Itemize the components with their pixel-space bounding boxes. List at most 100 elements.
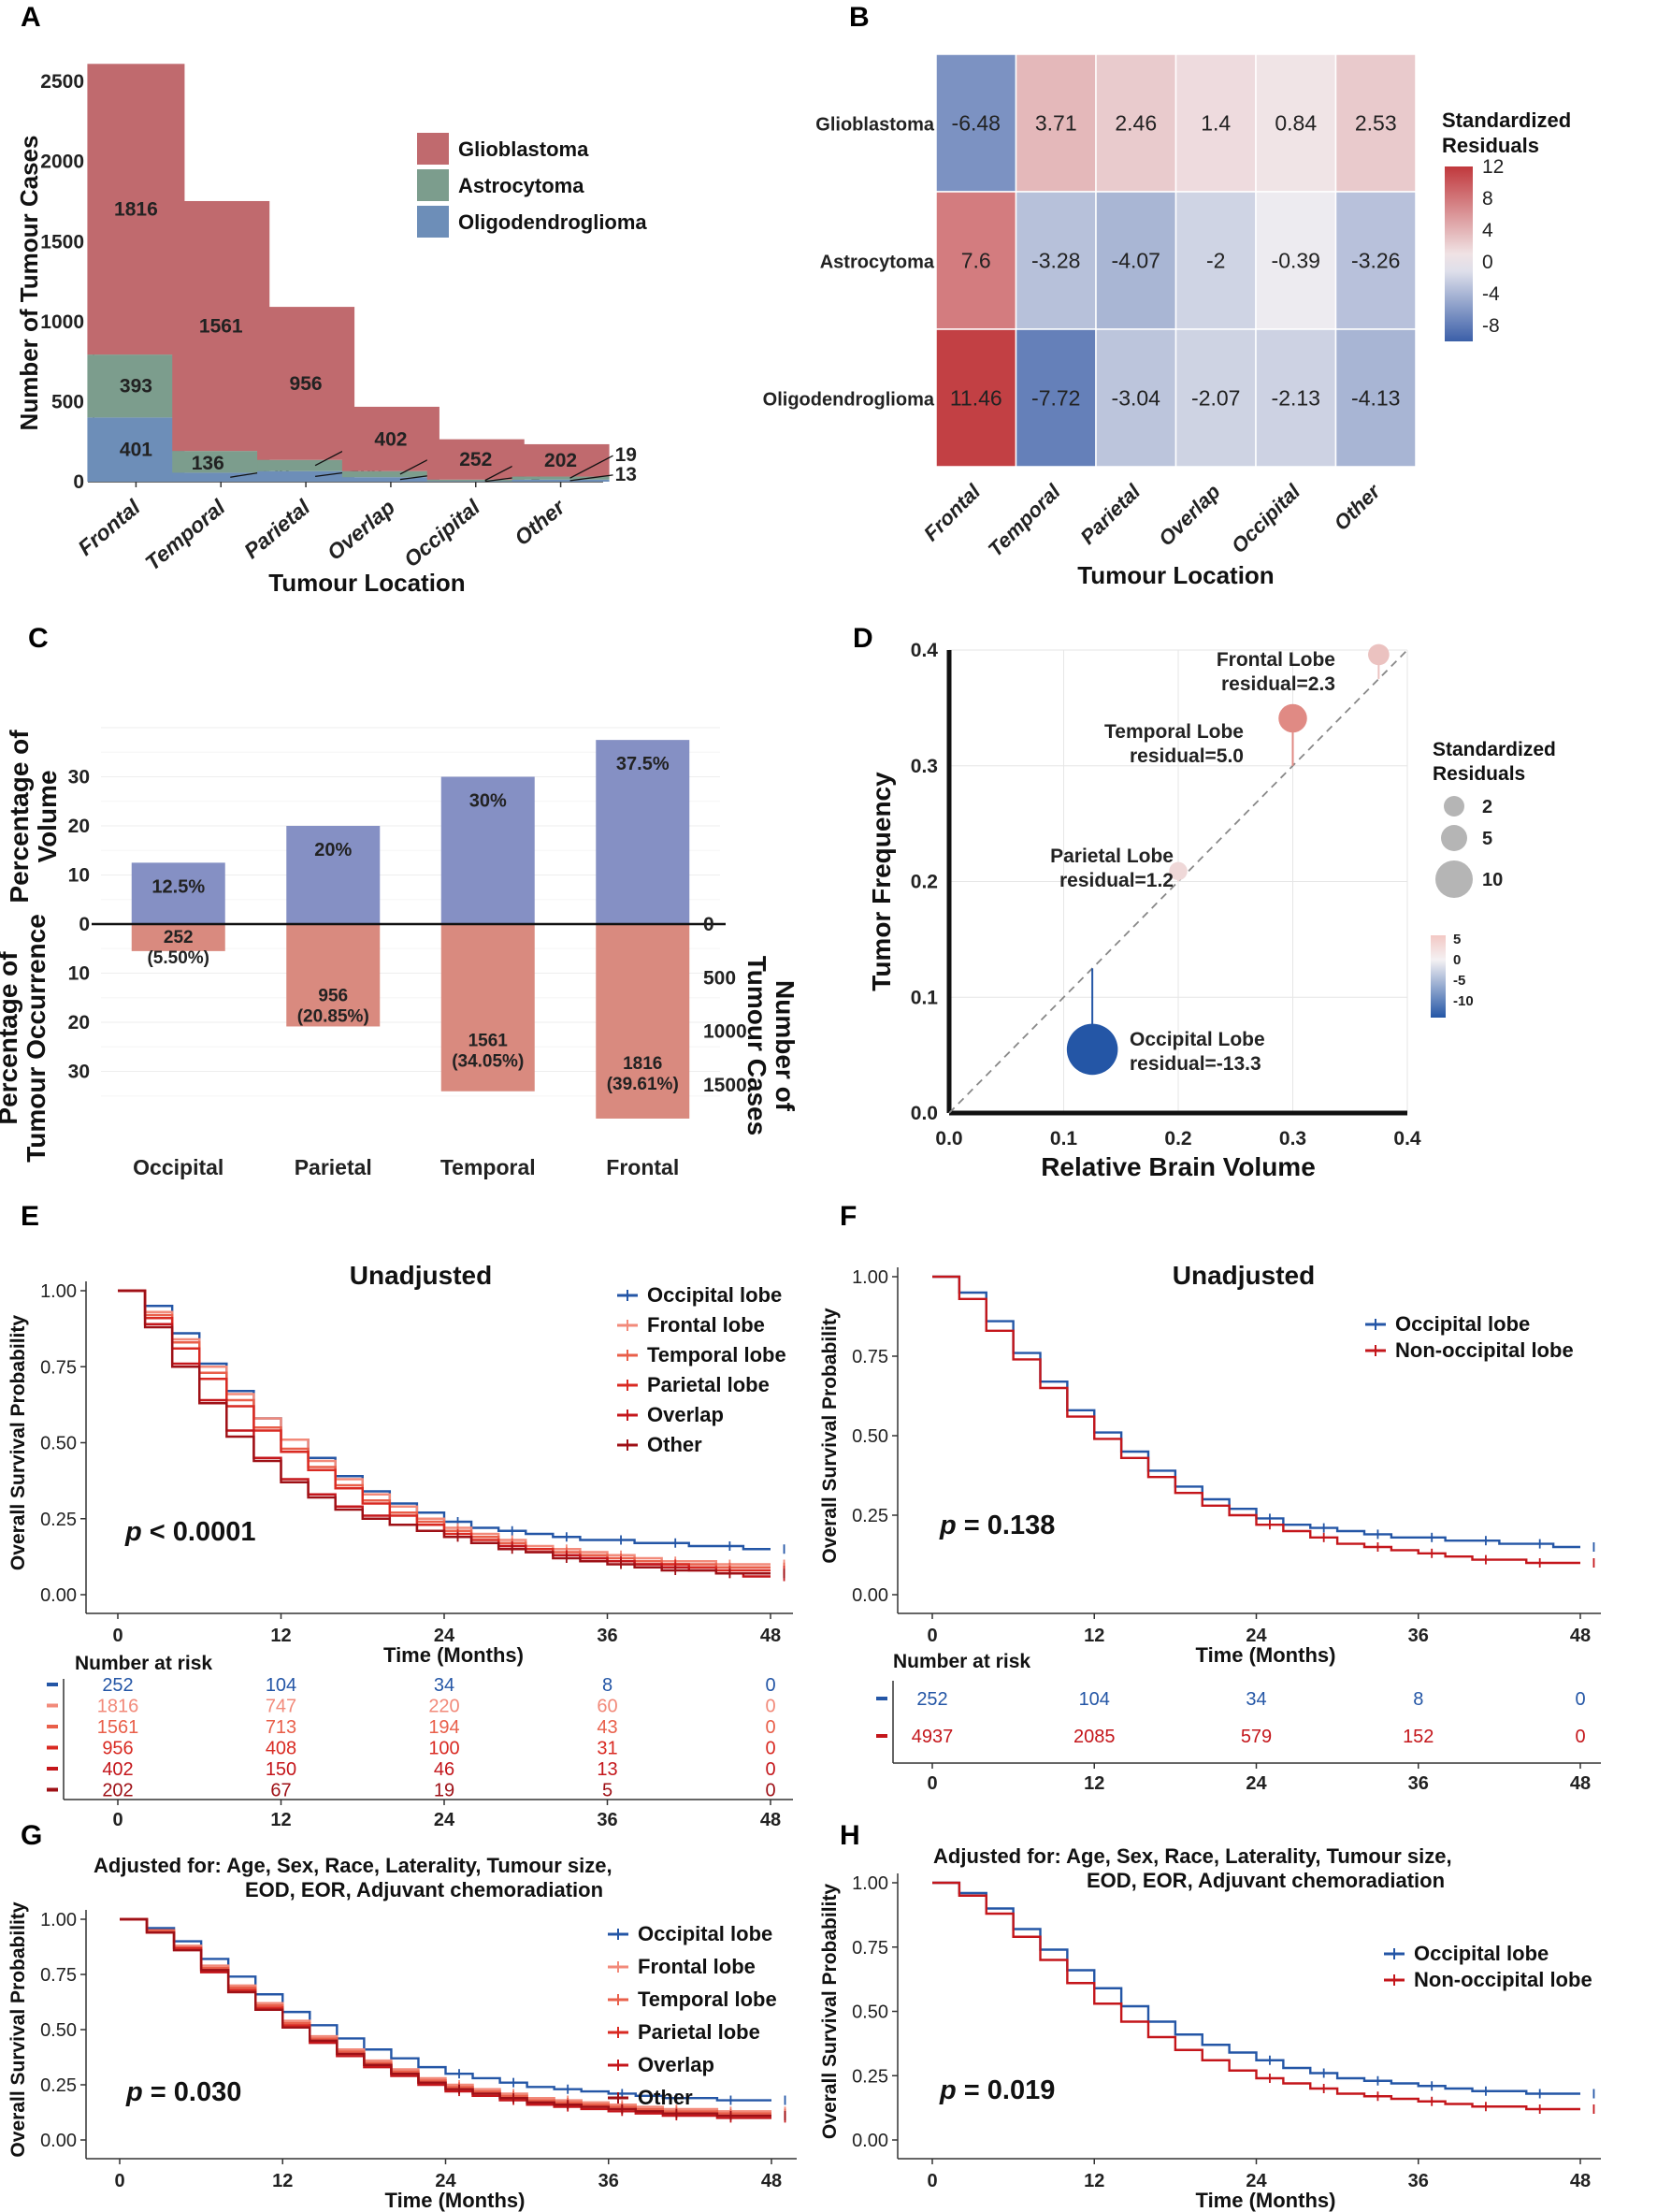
occurrence-label: 1561	[468, 1031, 509, 1050]
x-tick-label: 36	[1408, 2171, 1429, 2191]
point-residual: residual=-13.3	[1130, 1053, 1261, 1075]
risk-value: 0	[765, 1697, 775, 1717]
cell-label: -6.48	[952, 111, 1001, 136]
x-tick-label: Occipital	[1227, 479, 1305, 557]
risk-tick-label: 36	[597, 1810, 617, 1830]
panel-b: B Glioblastoma -6.48 3.71 2.46 1.4 0.84 2.53 Ast…	[763, 2, 1571, 589]
p-value: p = 0.030	[125, 2077, 241, 2107]
volume-label: 30%	[469, 791, 507, 812]
y-axis-title: Tumor Frequency	[867, 772, 896, 991]
y-tick-label: 0.25	[40, 2075, 77, 2096]
bar-label: 136	[192, 453, 224, 474]
legend-swatch-oligodendroglioma	[417, 206, 449, 238]
leader-line	[569, 455, 613, 479]
x-axis-title: Tumour Location	[1077, 561, 1274, 589]
x-tick-label: 0.1	[1050, 1128, 1078, 1149]
bar-label: 1816	[114, 199, 158, 221]
risk-value: 0	[765, 1675, 775, 1696]
heat-cell	[935, 191, 1017, 330]
y-tick-label: 0	[73, 471, 84, 493]
x-axis-title: Time (Months)	[1196, 2189, 1336, 2212]
risk-tick-label: 0	[927, 1773, 937, 1794]
point-label: Occipital Lobe	[1130, 1029, 1265, 1050]
cell-label: -4.13	[1351, 386, 1400, 411]
heat-cell	[1334, 53, 1417, 193]
risk-value: 43	[597, 1717, 617, 1738]
risk-value: 100	[428, 1739, 459, 1759]
point-label: Temporal Lobe	[1104, 721, 1244, 743]
bar-label: 402	[374, 428, 407, 450]
bar-astrocytoma-other	[512, 476, 610, 480]
y-tick-label: 0.75	[40, 1357, 77, 1378]
color-legend-label: 0	[1453, 952, 1461, 968]
cell-label: 7.6	[961, 249, 991, 273]
legend-label: Parietal lobe	[638, 2020, 760, 2044]
heat-cell	[1015, 328, 1097, 468]
cell-label: -3.28	[1031, 249, 1080, 273]
legend-label: Temporal lobe	[638, 1988, 777, 2011]
occurrence-bar	[286, 924, 381, 1027]
cell-label: -2	[1206, 249, 1225, 273]
y-tick-label: 2500	[40, 71, 84, 93]
x-tick-label: Occipital	[399, 495, 485, 572]
panel-label-b: B	[849, 2, 870, 33]
size-legend-label: 10	[1482, 870, 1503, 890]
x-axis-title: Time (Months)	[383, 1643, 524, 1667]
legend-label: Occipital lobe	[1414, 1942, 1549, 1965]
x-tick-label: 24	[1246, 2171, 1267, 2191]
color-legend-label: -10	[1453, 993, 1474, 1009]
bar-glioblastoma-overlap	[341, 406, 439, 471]
risk-table-title: Number at risk	[893, 1651, 1030, 1672]
right-tick-label: 1500	[703, 1075, 747, 1096]
y-tick-label: 1000	[40, 311, 84, 333]
left-tick-label: 30	[68, 1062, 90, 1083]
cell-label: 1.4	[1201, 111, 1231, 136]
volume-label: 20%	[314, 840, 352, 860]
risk-value: 1561	[97, 1717, 139, 1738]
risk-value: 0	[1575, 1727, 1585, 1747]
risk-value: 252	[916, 1689, 947, 1710]
panel-d: D 0.0 0.1 0.2 0.3 0.4 0.0 0.1 0.2 0.3 0.4 Relative …	[853, 623, 1556, 1181]
plot-title: Unadjusted	[350, 1261, 492, 1290]
point-residual: residual=2.3	[1221, 673, 1335, 695]
km-curve-non-occipital-lobe	[932, 1275, 1580, 1565]
x-tick-label: 48	[1570, 2171, 1591, 2191]
legend-label: Occipital lobe	[647, 1283, 782, 1307]
size-legend-circle	[1435, 860, 1473, 898]
bar-glioblastoma-parietal	[257, 307, 355, 460]
risk-tick-label: 0	[112, 1810, 122, 1830]
heat-cell	[1015, 53, 1097, 193]
leader-line	[569, 474, 613, 482]
cell-label: -2.13	[1272, 386, 1320, 411]
risk-value: 60	[597, 1697, 617, 1717]
y-tick-label: 0.50	[40, 2020, 77, 2041]
panel-label-g: G	[21, 1820, 42, 1851]
x-tick-label: 36	[1408, 1626, 1429, 1646]
cell-label: -2.07	[1191, 386, 1240, 411]
panel-label-e: E	[21, 1201, 39, 1232]
colorbar	[1445, 166, 1473, 341]
bar-astrocytoma-temporal	[172, 451, 270, 473]
row-label: Oligodendroglioma	[763, 390, 935, 411]
x-tick-label: 48	[760, 1626, 781, 1646]
x-axis-title: Time (Months)	[385, 2189, 526, 2212]
bar-label: 252	[459, 449, 492, 470]
risk-value: 19	[434, 1781, 454, 1801]
heat-cell	[1015, 191, 1097, 330]
colorbar-tick-label: -8	[1482, 315, 1500, 337]
bubble-occipital-lobe	[1066, 1023, 1118, 1076]
plot-subtitle: EOD, EOR, Adjuvant chemoradiation	[245, 1878, 603, 1901]
y-tick-label: 0.00	[852, 2131, 888, 2151]
heat-cell	[1095, 53, 1177, 193]
risk-value: 194	[428, 1717, 459, 1738]
bar-glioblastoma-frontal	[87, 64, 185, 355]
legend-label: Occipital lobe	[638, 1922, 772, 1945]
risk-value: 202	[102, 1781, 133, 1801]
occurrence-label: (5.50%)	[147, 948, 209, 968]
bubble-temporal-lobe	[1278, 703, 1307, 733]
heat-cell	[1095, 328, 1177, 468]
y-tick-label: 0.00	[40, 2131, 77, 2151]
risk-value: 747	[266, 1697, 296, 1717]
km-curve-non-occipital-lobe	[932, 1881, 1580, 2111]
y-tick-label: 0.00	[40, 1585, 77, 1606]
